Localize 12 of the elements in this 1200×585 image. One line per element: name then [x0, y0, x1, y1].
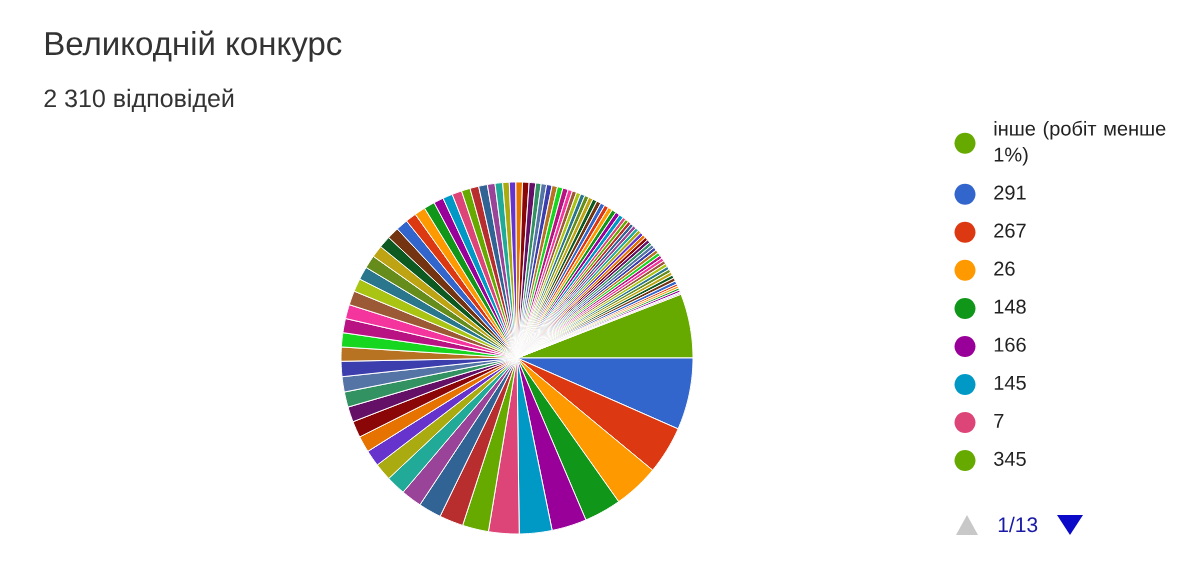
legend-label: 291: [994, 185, 1026, 200]
legend-label: 26: [994, 261, 1015, 276]
legend-label: 145: [994, 375, 1026, 390]
chart-title: Великодній конкурс: [45, 30, 342, 62]
legend-label: 267: [994, 223, 1026, 238]
legend-label: 345: [994, 451, 1026, 466]
legend-label: 148: [994, 299, 1026, 314]
legend-label: 166: [994, 337, 1026, 352]
legend-label: 7: [994, 413, 1004, 428]
legend-label: інше (робіт менше 1%): [994, 120, 1166, 166]
text: 2 310 відповідей: [44, 88, 234, 112]
text: 1/13: [998, 516, 1038, 533]
